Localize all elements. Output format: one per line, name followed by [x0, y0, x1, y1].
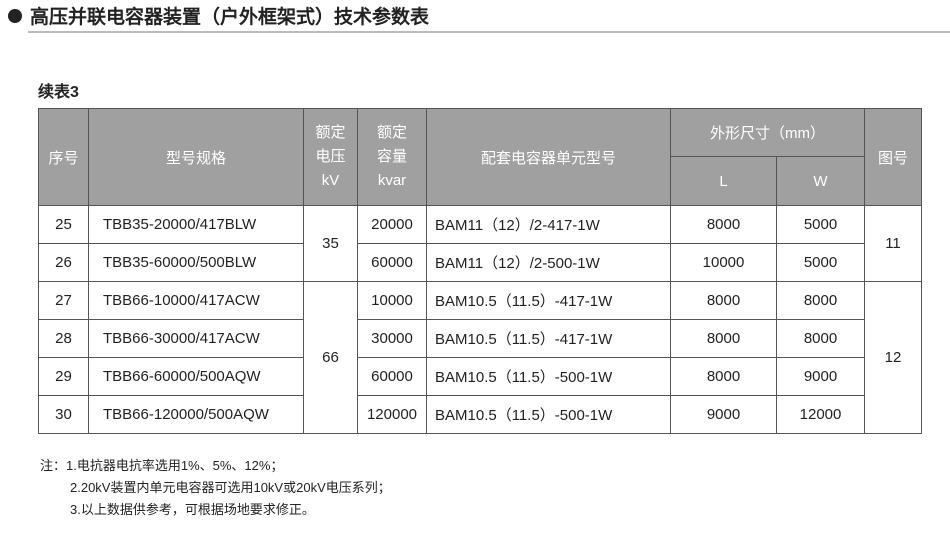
table-cell: 20000	[357, 205, 427, 244]
table-cell: 9000	[670, 395, 777, 434]
header-fig: 图号	[864, 108, 922, 206]
spec-table: 序号 型号规格 额定 电压 kV 额定 容量 kvar 配套电容器单元型号 外形尺寸（m…	[38, 108, 922, 434]
header-unit: 配套电容器单元型号	[426, 108, 671, 206]
table-cell: BAM10.5（11.5）-417-1W	[426, 281, 671, 320]
table-cell: TBB66-30000/417ACW	[88, 319, 304, 358]
table-cell: 9000	[776, 357, 865, 396]
table-cell: 8000	[670, 357, 777, 396]
table-cell: BAM10.5（11.5）-500-1W	[426, 395, 671, 434]
table-row: 25 TBB35-20000/417BLW 35 20000 BAM11（12）/2-4…	[38, 205, 922, 282]
bullet-icon	[8, 8, 22, 23]
table-cell: 5000	[776, 243, 865, 282]
table-row: 28 TBB66-30000/417ACW 30000 BAM10.5（11.5）-4…	[38, 319, 922, 358]
voltage-cell: 35	[303, 205, 358, 282]
table-cell: BAM11（12）/2-500-1W	[426, 243, 671, 282]
table-cell: 25	[38, 205, 89, 244]
table-cell: BAM10.5（11.5）-500-1W	[426, 357, 671, 396]
header-W: W	[776, 156, 865, 206]
page-title: 高压并联电容器装置（户外框架式）技术参数表	[8, 2, 429, 29]
table-cell: 26	[38, 243, 89, 282]
header-voltage: 额定 电压 kV	[303, 108, 358, 206]
fig-cell: 11	[864, 205, 922, 282]
table-cell: 8000	[776, 319, 865, 358]
table-cell: 27	[38, 281, 89, 320]
table-cell: BAM11（12）/2-417-1W	[426, 205, 671, 244]
table-cell: 10000	[357, 281, 427, 320]
table-cell: 5000	[776, 205, 865, 244]
table-cell: 8000	[670, 281, 777, 320]
table-cell: 28	[38, 319, 89, 358]
table-cell: 60000	[357, 243, 427, 282]
notes: 注：1.电抗器电抗率选用1%、5%、12%； 2.20kV装置内单元电容器可选用…	[40, 455, 391, 521]
header-model: 型号规格	[88, 108, 304, 206]
divider	[28, 31, 950, 33]
voltage-cell: 66	[303, 281, 358, 434]
table-cell: 8000	[670, 205, 777, 244]
header-L: L	[670, 156, 777, 206]
table-row: 27 TBB66-10000/417ACW 66 10000 BAM10.5（11.5）…	[38, 281, 922, 434]
header-no: 序号	[38, 108, 89, 206]
title-text: 高压并联电容器装置（户外框架式）技术参数表	[30, 7, 430, 28]
note-1: 注：1.电抗器电抗率选用1%、5%、12%；	[40, 458, 284, 473]
table-row: 29 TBB66-60000/500AQW 60000 BAM10.5（11.5）-5…	[38, 357, 922, 396]
table-cell: 29	[38, 357, 89, 396]
table-cell: 8000	[776, 281, 865, 320]
table-cell: TBB66-10000/417ACW	[88, 281, 304, 320]
table-cell: TBB66-120000/500AQW	[88, 395, 304, 434]
fig-cell: 12	[864, 281, 922, 434]
table-cell: TBB35-60000/500BLW	[88, 243, 304, 282]
table-cell: 120000	[357, 395, 427, 434]
table-cell: 60000	[357, 357, 427, 396]
table-cell: 12000	[776, 395, 865, 434]
table-cell: 10000	[670, 243, 777, 282]
table-cell: BAM10.5（11.5）-417-1W	[426, 319, 671, 358]
table-cell: 30000	[357, 319, 427, 358]
table-cell: TBB66-60000/500AQW	[88, 357, 304, 396]
table-cell: TBB35-20000/417BLW	[88, 205, 304, 244]
header-capacity: 额定 容量 kvar	[357, 108, 427, 206]
table-row: 30 TBB66-120000/500AQW 120000 BAM10.5（11.5）…	[38, 395, 922, 434]
table-cell: 30	[38, 395, 89, 434]
table-row: 26 TBB35-60000/500BLW 60000 BAM11（12）/2-500…	[38, 243, 922, 282]
table-caption: 续表3	[38, 84, 79, 101]
note-3: 3.以上数据供参考，可根据场地要求修正。	[70, 502, 315, 517]
note-2: 2.20kV装置内单元电容器可选用10kV或20kV电压系列；	[70, 480, 391, 495]
header-dims: 外形尺寸（mm）	[670, 108, 865, 157]
table-cell: 8000	[670, 319, 777, 358]
